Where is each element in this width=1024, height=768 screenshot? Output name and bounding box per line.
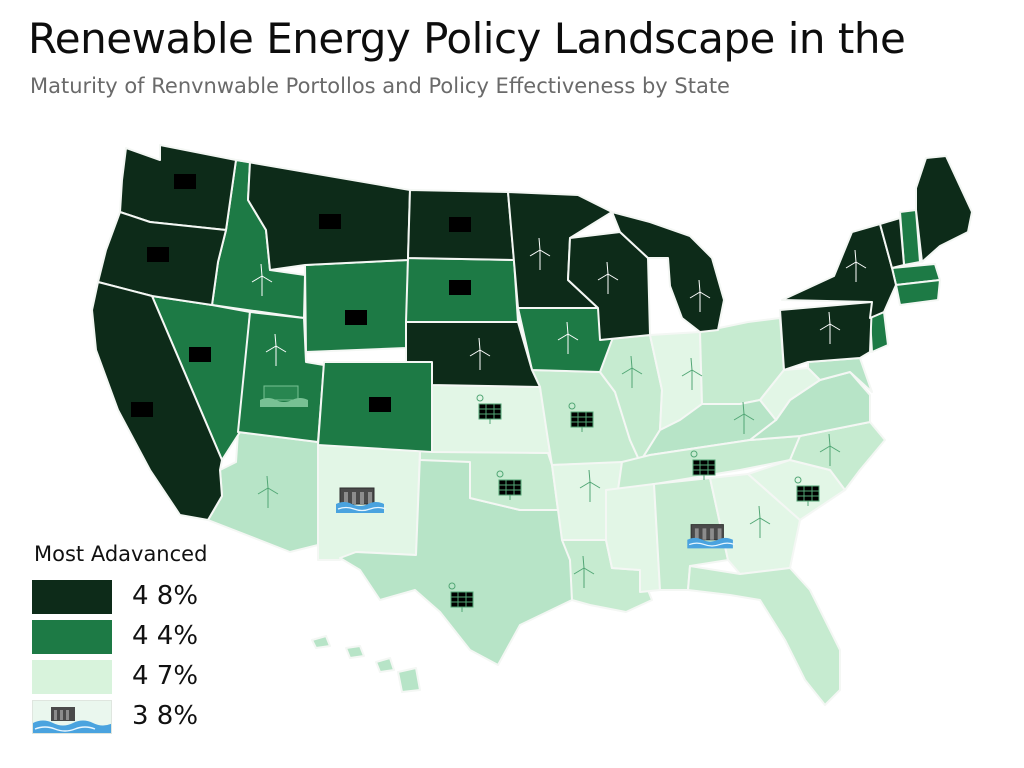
hydro-dam-icon bbox=[260, 385, 308, 407]
state-new-york bbox=[781, 223, 897, 319]
state-hawaii-3 bbox=[375, 657, 395, 673]
state-michigan bbox=[611, 211, 725, 333]
state-connecticut-ri bbox=[895, 279, 941, 306]
legend-item-tier2: 4 4% bbox=[32, 620, 272, 654]
map-subtitle: Maturity of Renvnwable Portollos and Pol… bbox=[30, 74, 730, 98]
legend-swatch-tier3 bbox=[32, 660, 112, 694]
map-title: Renewable Energy Policy Landscape in the bbox=[28, 14, 906, 63]
state-maine bbox=[915, 155, 973, 263]
legend-title: Most Adavanced bbox=[34, 542, 208, 566]
legend-item-hydro: 3 8% bbox=[32, 700, 272, 734]
hydro-dam-icon bbox=[33, 701, 111, 733]
legend-swatch-tier2 bbox=[32, 620, 112, 654]
map-legend: Most Adavanced 4 8% 4 4% 4 7% 3 8% bbox=[32, 542, 272, 742]
state-new-jersey bbox=[869, 311, 889, 353]
state-hawaii-4 bbox=[397, 667, 421, 693]
legend-swatch-tier1 bbox=[32, 580, 112, 614]
state-wyoming bbox=[304, 259, 409, 353]
state-vermont bbox=[879, 217, 905, 269]
state-oklahoma bbox=[419, 449, 559, 511]
legend-label-hydro: 3 8% bbox=[132, 701, 199, 731]
state-hawaii-2 bbox=[345, 645, 365, 659]
legend-label-tier3: 4 7% bbox=[132, 661, 199, 691]
legend-item-tier3: 4 7% bbox=[32, 660, 272, 694]
state-california bbox=[91, 281, 223, 521]
energy-icons bbox=[129, 165, 867, 613]
legend-swatch-hydro bbox=[32, 700, 112, 734]
legend-label-tier1: 4 8% bbox=[132, 581, 199, 611]
legend-label-tier2: 4 4% bbox=[132, 621, 199, 651]
state-hawaii-1 bbox=[311, 635, 331, 649]
state-florida bbox=[687, 565, 841, 706]
legend-item-tier1: 4 8% bbox=[32, 580, 272, 614]
